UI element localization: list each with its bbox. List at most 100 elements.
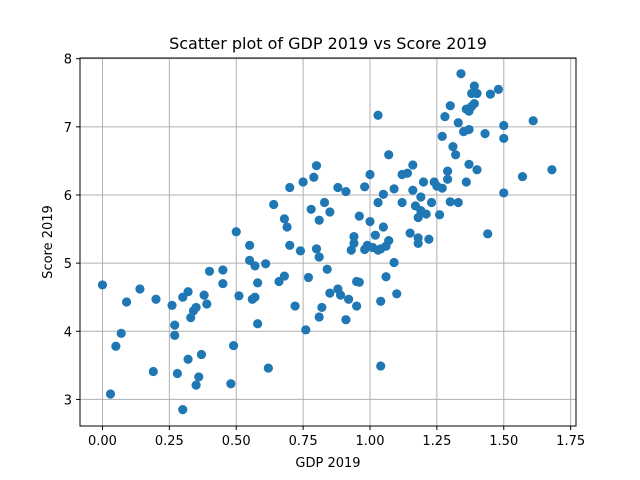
- data-point: [226, 379, 236, 389]
- y-axis-label: Score 2019: [41, 205, 56, 279]
- data-point: [218, 278, 228, 289]
- data-point: [464, 159, 474, 169]
- data-point: [469, 99, 479, 109]
- data-point: [464, 124, 474, 135]
- data-point: [151, 294, 161, 304]
- data-point: [314, 312, 324, 322]
- data-point: [349, 231, 359, 242]
- data-point: [234, 291, 244, 301]
- data-point: [135, 284, 145, 294]
- data-point: [111, 341, 121, 351]
- data-point: [170, 320, 180, 330]
- data-point: [445, 197, 455, 207]
- data-point: [121, 297, 132, 307]
- data-point: [376, 361, 386, 371]
- data-point: [456, 69, 466, 79]
- data-point: [408, 160, 418, 170]
- data-point: [228, 340, 239, 351]
- data-point: [245, 240, 255, 251]
- data-point: [285, 182, 295, 193]
- data-point: [480, 129, 490, 139]
- data-point: [343, 294, 354, 304]
- data-point: [279, 214, 289, 224]
- data-point: [335, 290, 346, 300]
- x-tick-label: 0.50: [222, 434, 251, 449]
- data-point: [317, 302, 327, 313]
- data-point: [97, 280, 108, 290]
- data-point: [105, 389, 116, 399]
- data-point: [341, 315, 351, 325]
- data-point: [376, 296, 386, 306]
- data-point: [442, 166, 453, 176]
- data-point: [261, 259, 271, 269]
- data-point: [306, 204, 316, 214]
- data-point: [461, 177, 471, 187]
- data-point: [517, 171, 528, 182]
- data-point: [408, 185, 418, 195]
- data-point: [370, 230, 380, 240]
- data-point: [191, 302, 201, 313]
- data-point: [314, 252, 324, 262]
- data-point: [384, 236, 394, 246]
- data-point: [196, 349, 207, 360]
- x-tick-label: 1.00: [356, 434, 385, 449]
- data-point: [325, 207, 335, 217]
- data-point: [499, 188, 509, 198]
- data-point: [493, 84, 504, 94]
- x-tick-label: 0.75: [289, 434, 318, 449]
- data-point: [413, 233, 423, 243]
- plot-frame: [79, 57, 577, 427]
- data-point: [183, 354, 193, 364]
- data-point: [298, 177, 308, 187]
- data-point: [354, 277, 364, 287]
- data-point: [314, 215, 324, 225]
- data-point: [311, 244, 322, 254]
- data-points: [97, 69, 557, 415]
- y-tick-label: 6: [64, 189, 72, 204]
- data-point: [416, 192, 426, 202]
- data-point: [218, 265, 228, 275]
- data-point: [322, 264, 332, 274]
- data-point: [250, 292, 260, 302]
- data-point: [303, 272, 314, 283]
- data-point: [354, 211, 364, 221]
- data-point: [437, 131, 447, 141]
- data-point: [282, 222, 292, 232]
- data-point: [378, 222, 388, 232]
- x-axis: 0.00 0.25 0.50 0.75 1.00 1.25 1.50 1.75: [88, 426, 585, 449]
- data-point: [263, 363, 273, 373]
- data-point: [253, 278, 263, 288]
- data-point: [309, 172, 319, 182]
- data-point: [295, 246, 306, 256]
- x-tick-label: 1.50: [489, 434, 518, 449]
- data-point: [448, 141, 458, 152]
- data-point: [194, 372, 204, 382]
- data-point: [528, 116, 538, 126]
- data-point: [373, 110, 383, 120]
- y-tick-label: 4: [64, 325, 72, 340]
- data-point: [301, 325, 311, 335]
- data-point: [285, 240, 295, 251]
- data-point: [325, 288, 335, 298]
- data-point: [373, 197, 383, 208]
- data-point: [333, 182, 343, 193]
- data-point: [389, 184, 399, 194]
- data-point: [167, 300, 177, 310]
- data-point: [290, 301, 300, 311]
- data-point: [424, 234, 434, 244]
- data-point: [472, 165, 482, 175]
- data-point: [191, 380, 201, 390]
- data-point: [199, 290, 209, 300]
- data-point: [392, 289, 402, 299]
- data-point: [116, 328, 126, 338]
- data-point: [442, 174, 453, 184]
- data-point: [204, 266, 215, 276]
- data-point: [202, 299, 212, 309]
- data-point: [434, 210, 445, 220]
- data-point: [426, 197, 437, 208]
- data-point: [178, 405, 188, 415]
- data-point: [183, 287, 193, 297]
- data-point: [485, 89, 495, 99]
- data-point: [437, 183, 447, 193]
- y-tick-label: 3: [64, 393, 72, 408]
